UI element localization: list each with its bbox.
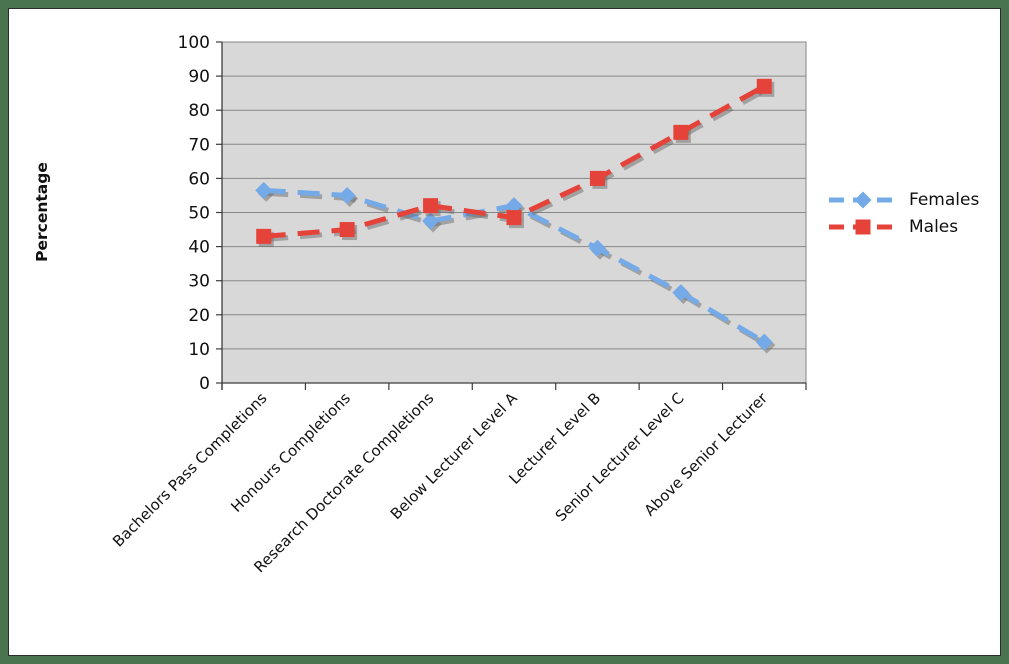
females-marker [255,181,273,199]
legend: Females Males [827,186,979,240]
males-marker [673,124,689,140]
males-marker [589,170,605,186]
y-tick-label: 80 [188,101,210,121]
females-marker [672,284,690,302]
y-tick-label: 10 [188,340,210,360]
y-tick-label: 60 [188,169,210,189]
males-line-key-icon [829,219,897,234]
x-category-label: Research Doctorate Completions [250,389,437,576]
females-line-key-icon [829,191,897,208]
y-tick-label: 40 [188,238,210,258]
y-tick-label: 0 [199,374,210,394]
y-tick-label: 100 [178,33,210,53]
females-marker [422,212,440,230]
y-tick-label: 50 [188,204,210,224]
legend-label-males: Males [909,216,959,237]
y-tick-label: 20 [188,306,210,326]
legend-label-females: Females [909,189,980,210]
males-marker [256,228,272,244]
males-marker [756,78,772,94]
y-tick-label: 70 [188,135,210,155]
y-tick-label: 30 [188,272,210,292]
legend-item-males: Males [827,213,979,240]
females-marker [755,333,773,351]
males-marker [423,198,439,214]
males-marker [506,210,522,226]
x-category-label: Bachelors Pass Completions [109,389,271,551]
males-key-marker [855,219,871,234]
females-marker [505,197,523,215]
males-marker [339,222,355,238]
x-category-label: Lecturer Level B [506,389,605,488]
females-marker [338,186,356,204]
y-axis-title: Percentage [33,162,51,262]
females-key-marker [854,191,872,208]
y-tick-label: 90 [188,67,210,87]
females-marker [588,239,606,257]
legend-item-females: Females [827,186,979,213]
